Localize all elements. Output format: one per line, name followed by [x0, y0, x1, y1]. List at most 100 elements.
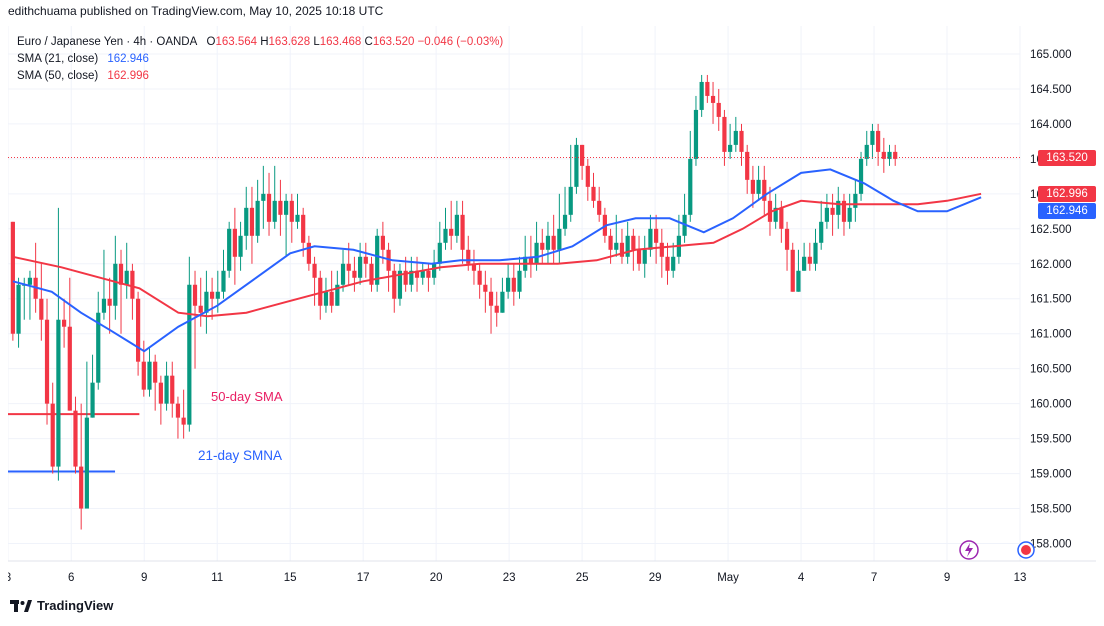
candle-body: [306, 242, 311, 264]
candle-body: [198, 305, 203, 313]
candle: [329, 270, 334, 313]
candle: [836, 186, 841, 229]
candle: [318, 270, 323, 320]
sma21-line: [12, 168, 982, 353]
candle-body: [802, 256, 807, 271]
candle-body: [665, 256, 670, 271]
candle-body: [540, 242, 545, 250]
candle-body: [841, 200, 847, 222]
candle: [506, 263, 511, 299]
candle-body: [227, 228, 232, 271]
candle-body: [358, 256, 363, 278]
candle-body: [187, 284, 192, 425]
candle: [170, 361, 175, 418]
candle-body: [728, 144, 733, 152]
candle-body: [625, 235, 630, 257]
legend-open-label: O: [206, 36, 216, 48]
y-tick-label: 161.500: [1030, 294, 1072, 306]
legend-low-label: L: [313, 36, 320, 48]
published-line: edithchuama published on TradingView.com…: [8, 4, 384, 18]
candle: [733, 116, 738, 152]
candle-body: [454, 214, 459, 236]
y-tick-label: 159.000: [1030, 469, 1072, 481]
candle-body: [420, 270, 425, 278]
legend-high-label: H: [260, 36, 269, 48]
candle-body: [67, 326, 72, 411]
candle-body: [745, 151, 750, 180]
flag-icon[interactable]: [1017, 541, 1035, 559]
candle: [272, 165, 277, 229]
candle: [192, 270, 198, 369]
candle: [432, 249, 437, 285]
candle: [118, 249, 124, 334]
candle-body: [426, 270, 431, 278]
candle-body: [346, 263, 351, 271]
candle-body: [107, 298, 112, 306]
candle-body: [580, 144, 585, 166]
candle: [802, 242, 807, 271]
price-chart[interactable]: 165.000164.500164.000163.500163.000162.5…: [5, 26, 1096, 591]
candle-body: [414, 270, 420, 278]
candle: [887, 144, 892, 166]
lightning-icon[interactable]: [959, 540, 979, 560]
candle-body: [449, 228, 454, 236]
candle-body: [739, 130, 744, 152]
candle-body: [699, 81, 704, 110]
candle-body: [870, 130, 875, 145]
candle-body: [881, 151, 886, 159]
candle-body: [477, 270, 482, 285]
tradingview-brand[interactable]: TradingView: [10, 598, 113, 613]
candle: [340, 249, 346, 292]
candle-body: [403, 270, 408, 285]
candle-body: [210, 291, 215, 299]
candle-body: [329, 291, 334, 306]
candle: [636, 235, 642, 271]
y-tick-label: 164.500: [1030, 84, 1072, 96]
legend-sma21-row[interactable]: SMA (21, close) 162.946: [17, 51, 503, 68]
candle-body: [170, 375, 175, 404]
legend-symbol[interactable]: Euro / Japanese Yen · 4h · OANDA: [17, 36, 198, 48]
candle-body: [460, 214, 465, 250]
candle-body: [443, 228, 448, 243]
candle: [716, 88, 721, 131]
candle-body: [352, 270, 357, 278]
legend-sma50-label: SMA (50, close): [17, 70, 99, 82]
candle-body: [10, 221, 15, 334]
candle-body: [506, 277, 511, 292]
candle-body: [56, 319, 61, 467]
candle: [876, 123, 881, 166]
candle: [858, 151, 864, 201]
candle: [227, 221, 232, 278]
candle: [483, 270, 488, 313]
candle-body: [619, 242, 625, 257]
candle: [557, 193, 562, 264]
candle: [881, 137, 886, 173]
legend-sma50-row[interactable]: SMA (50, close) 162.996: [17, 68, 503, 85]
candle-body: [175, 403, 181, 418]
candle-body: [705, 81, 710, 96]
chart-frame[interactable]: 165.000164.500164.000163.500163.000162.5…: [5, 26, 1096, 591]
candle-body: [858, 158, 864, 194]
candle-body: [397, 270, 403, 299]
candle-body: [318, 277, 323, 306]
last-price-tag: 163.520: [1038, 150, 1096, 166]
candle: [659, 228, 664, 278]
candle: [665, 242, 670, 285]
candle: [61, 298, 67, 348]
candle-body: [483, 284, 488, 292]
candle: [705, 74, 710, 103]
sma50-line: [12, 192, 982, 318]
candle: [306, 235, 311, 271]
candle-body: [340, 263, 346, 285]
candle-body: [762, 179, 767, 201]
x-tick-label: 7: [871, 572, 877, 584]
candle-body: [750, 179, 755, 194]
candle-body: [779, 207, 784, 229]
sma50-price-tag: 162.996: [1038, 186, 1096, 202]
candle: [739, 123, 744, 166]
candle: [204, 270, 209, 334]
candle-body: [335, 284, 340, 306]
candle-body: [557, 228, 562, 250]
candle-body: [784, 228, 790, 250]
candle-body: [158, 382, 163, 404]
